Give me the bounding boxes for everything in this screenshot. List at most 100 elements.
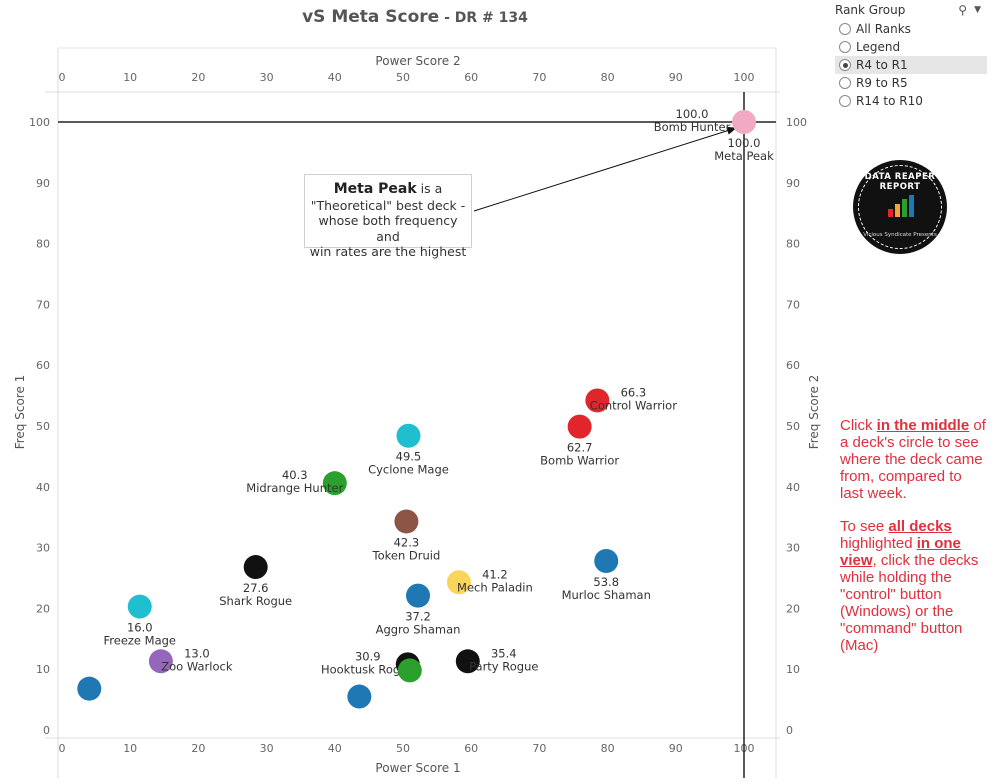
radio-icon[interactable]: [839, 41, 851, 53]
deck-value-label: 16.0: [127, 621, 153, 635]
x-tick-label: 90: [669, 742, 683, 755]
y-tick-label: 100: [29, 116, 50, 129]
instr-text: To see: [840, 518, 889, 535]
deck-name-label: Mech Paladin: [457, 580, 533, 594]
deck-point: [396, 423, 421, 448]
x-tick-label: 40: [328, 742, 342, 755]
deck-value-label: 27.6: [243, 581, 269, 595]
filter-option[interactable]: R4 to R1: [835, 56, 987, 74]
deck-name-label: Token Druid: [372, 548, 441, 562]
search-icon[interactable]: ⚲: [958, 3, 967, 17]
y-tick-label: 90: [36, 177, 50, 190]
deck-value-label: 41.2: [482, 567, 508, 581]
chevron-down-icon[interactable]: ▼: [974, 5, 981, 15]
y-tick-label: 20: [36, 602, 50, 615]
deck-name-label: Party Rogue: [469, 659, 538, 673]
deck-value-label: 37.2: [405, 610, 431, 624]
x-top-tick-label: 0: [59, 71, 66, 84]
deck-point: [77, 676, 102, 701]
deck-value-label: 49.5: [396, 450, 422, 464]
logo-bottom-text: Vicious Syndicate Presents: [863, 232, 937, 238]
instr-emph: all decks: [888, 518, 952, 535]
deck-point: [127, 594, 152, 619]
x-tick-label: 60: [464, 742, 478, 755]
radio-icon[interactable]: [839, 23, 851, 35]
callout-arrow: [473, 126, 737, 212]
data-reaper-logo: DATA REAPER REPORT Vicious Syndicate Pre…: [853, 160, 947, 254]
instructions-p2: To see all decks highlighted in one view…: [840, 518, 986, 654]
deck-value-label: 40.3: [282, 468, 308, 482]
deck-point: [243, 555, 268, 580]
x-top-tick-label: 40: [328, 71, 342, 84]
filter-header: Rank Group ⚲ ▼: [835, 0, 987, 20]
deck-name-label: Zoo Warlock: [161, 659, 233, 673]
instr-text: of a deck's circle to see where the deck…: [840, 417, 986, 502]
filter-option[interactable]: All Ranks: [835, 20, 987, 38]
y-tick-label: 40: [36, 481, 50, 494]
x-tick-label: 50: [396, 742, 410, 755]
x-top-tick-label: 50: [396, 71, 410, 84]
x-top-tick-label: 60: [464, 71, 478, 84]
deck-point: [397, 658, 422, 683]
deck-name-label: Murloc Shaman: [562, 588, 651, 602]
y-right-tick-label: 20: [786, 602, 800, 615]
y-right-tick-label: 80: [786, 238, 800, 251]
x-tick-label: 20: [191, 742, 205, 755]
logo-text: DATA REAPER REPORT: [864, 172, 936, 192]
radio-icon[interactable]: [839, 59, 851, 71]
deck-value-label: 35.4: [491, 646, 517, 660]
deck-point: [394, 509, 419, 534]
deck-name-label: Bomb Warrior: [540, 454, 619, 468]
deck-point: [322, 471, 347, 496]
deck-name-label: Aggro Shaman: [376, 623, 461, 637]
x-axis-title: Power Score 1: [375, 761, 460, 775]
callout-line4: win rates are the highest: [309, 244, 467, 259]
filter-option[interactable]: R9 to R5: [835, 74, 987, 92]
chart-title-main: vS Meta Score: [302, 7, 440, 27]
y-axis-title: Freq Score 1: [13, 375, 27, 450]
y-tick-label: 30: [36, 542, 50, 555]
filter-option-label: R14 to R10: [856, 94, 923, 108]
deck-value-label: 100.0: [728, 136, 761, 150]
scatter-plot[interactable]: 0 0 10 10 20 20 30 30 40 40 50 50 60 60 70 70 80 80 90 90 10…: [0, 0, 830, 782]
y-right-tick-label: 10: [786, 663, 800, 676]
instructions-note: Click in the middle of a deck's circle t…: [840, 417, 986, 670]
deck-name-label: Control Warrior: [590, 398, 677, 412]
filter-options: All Ranks Legend R4 to R1 R9 to R5 R14 to R1…: [835, 20, 987, 110]
chart-subtitle: - DR # 134: [439, 10, 528, 26]
radio-icon[interactable]: [839, 77, 851, 89]
chart-title: vS Meta Score - DR # 134: [0, 7, 830, 27]
x-top-tick-label: 70: [532, 71, 546, 84]
deck-value-label: 13.0: [184, 646, 210, 660]
deck-point: [567, 414, 592, 439]
filter-title: Rank Group: [835, 3, 906, 17]
instr-text: highlighted: [840, 535, 917, 552]
instr-text: Click: [840, 417, 877, 434]
deck-value-label: 100.0: [676, 107, 709, 121]
deck-point: [455, 649, 480, 674]
x-top-axis-title: Power Score 2: [375, 54, 460, 68]
y-tick-label: 0: [43, 724, 50, 737]
filter-option[interactable]: R14 to R10: [835, 92, 987, 110]
filter-option-label: Legend: [856, 40, 901, 54]
filter-option-label: R9 to R5: [856, 76, 908, 90]
y-right-axis-title: Freq Score 2: [807, 375, 821, 450]
x-top-tick-label: 80: [601, 71, 615, 84]
deck-value-label: 53.8: [593, 575, 619, 589]
x-tick-label: 70: [532, 742, 546, 755]
y-tick-label: 10: [36, 663, 50, 676]
radio-icon[interactable]: [839, 95, 851, 107]
deck-name-label: Cyclone Mage: [368, 463, 449, 477]
instructions-p1: Click in the middle of a deck's circle t…: [840, 417, 986, 502]
y-tick-label: 60: [36, 359, 50, 372]
y-right-tick-label: 30: [786, 542, 800, 555]
deck-value-label: 42.3: [394, 535, 420, 549]
x-tick-label: 10: [123, 742, 137, 755]
instr-text: , click the decks while holding the "con…: [840, 552, 979, 654]
deck-name-label: Freeze Mage: [103, 634, 176, 648]
y-right-tick-label: 100: [786, 116, 807, 129]
deck-name-label: Hooktusk Rogue: [321, 662, 415, 676]
x-top-tick-label: 20: [191, 71, 205, 84]
filter-option[interactable]: Legend: [835, 38, 987, 56]
callout-bold: Meta Peak: [333, 181, 417, 197]
